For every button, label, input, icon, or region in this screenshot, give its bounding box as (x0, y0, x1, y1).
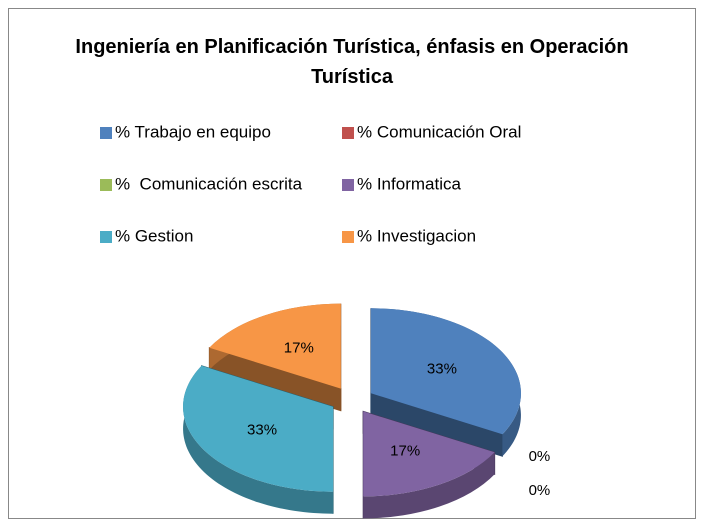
slice-tops (183, 303, 521, 497)
legend-label: % Comunicación escrita (115, 174, 303, 193)
legend-label: % Informatica (357, 174, 461, 193)
legend-label: % Investigacion (357, 226, 476, 245)
value-label: 33% (247, 421, 277, 438)
value-label: 17% (390, 443, 420, 460)
value-label: 0% (529, 482, 551, 499)
slice-side (363, 452, 495, 519)
slice (370, 308, 521, 435)
legend-swatch (342, 179, 354, 191)
slice-wall (370, 392, 503, 457)
legend-label: % Comunicación Oral (357, 122, 521, 141)
chart-frame (8, 8, 696, 519)
slice (363, 411, 495, 497)
value-label: 33% (427, 360, 457, 377)
legend-swatch (342, 231, 354, 243)
chart-title: Ingeniería en Planificación Turística, é… (75, 36, 629, 88)
legend-label: % Trabajo en equipo (115, 122, 271, 141)
legend-swatch (100, 179, 112, 191)
legend-swatch (100, 127, 112, 139)
value-label: 17% (284, 339, 314, 356)
legend-label: % Gestion (115, 226, 193, 245)
slice (183, 365, 334, 492)
legend-swatch (100, 231, 112, 243)
slice (209, 303, 341, 389)
legend-swatch (342, 127, 354, 139)
value-label: 0% (529, 448, 551, 465)
slice-side (183, 365, 334, 514)
